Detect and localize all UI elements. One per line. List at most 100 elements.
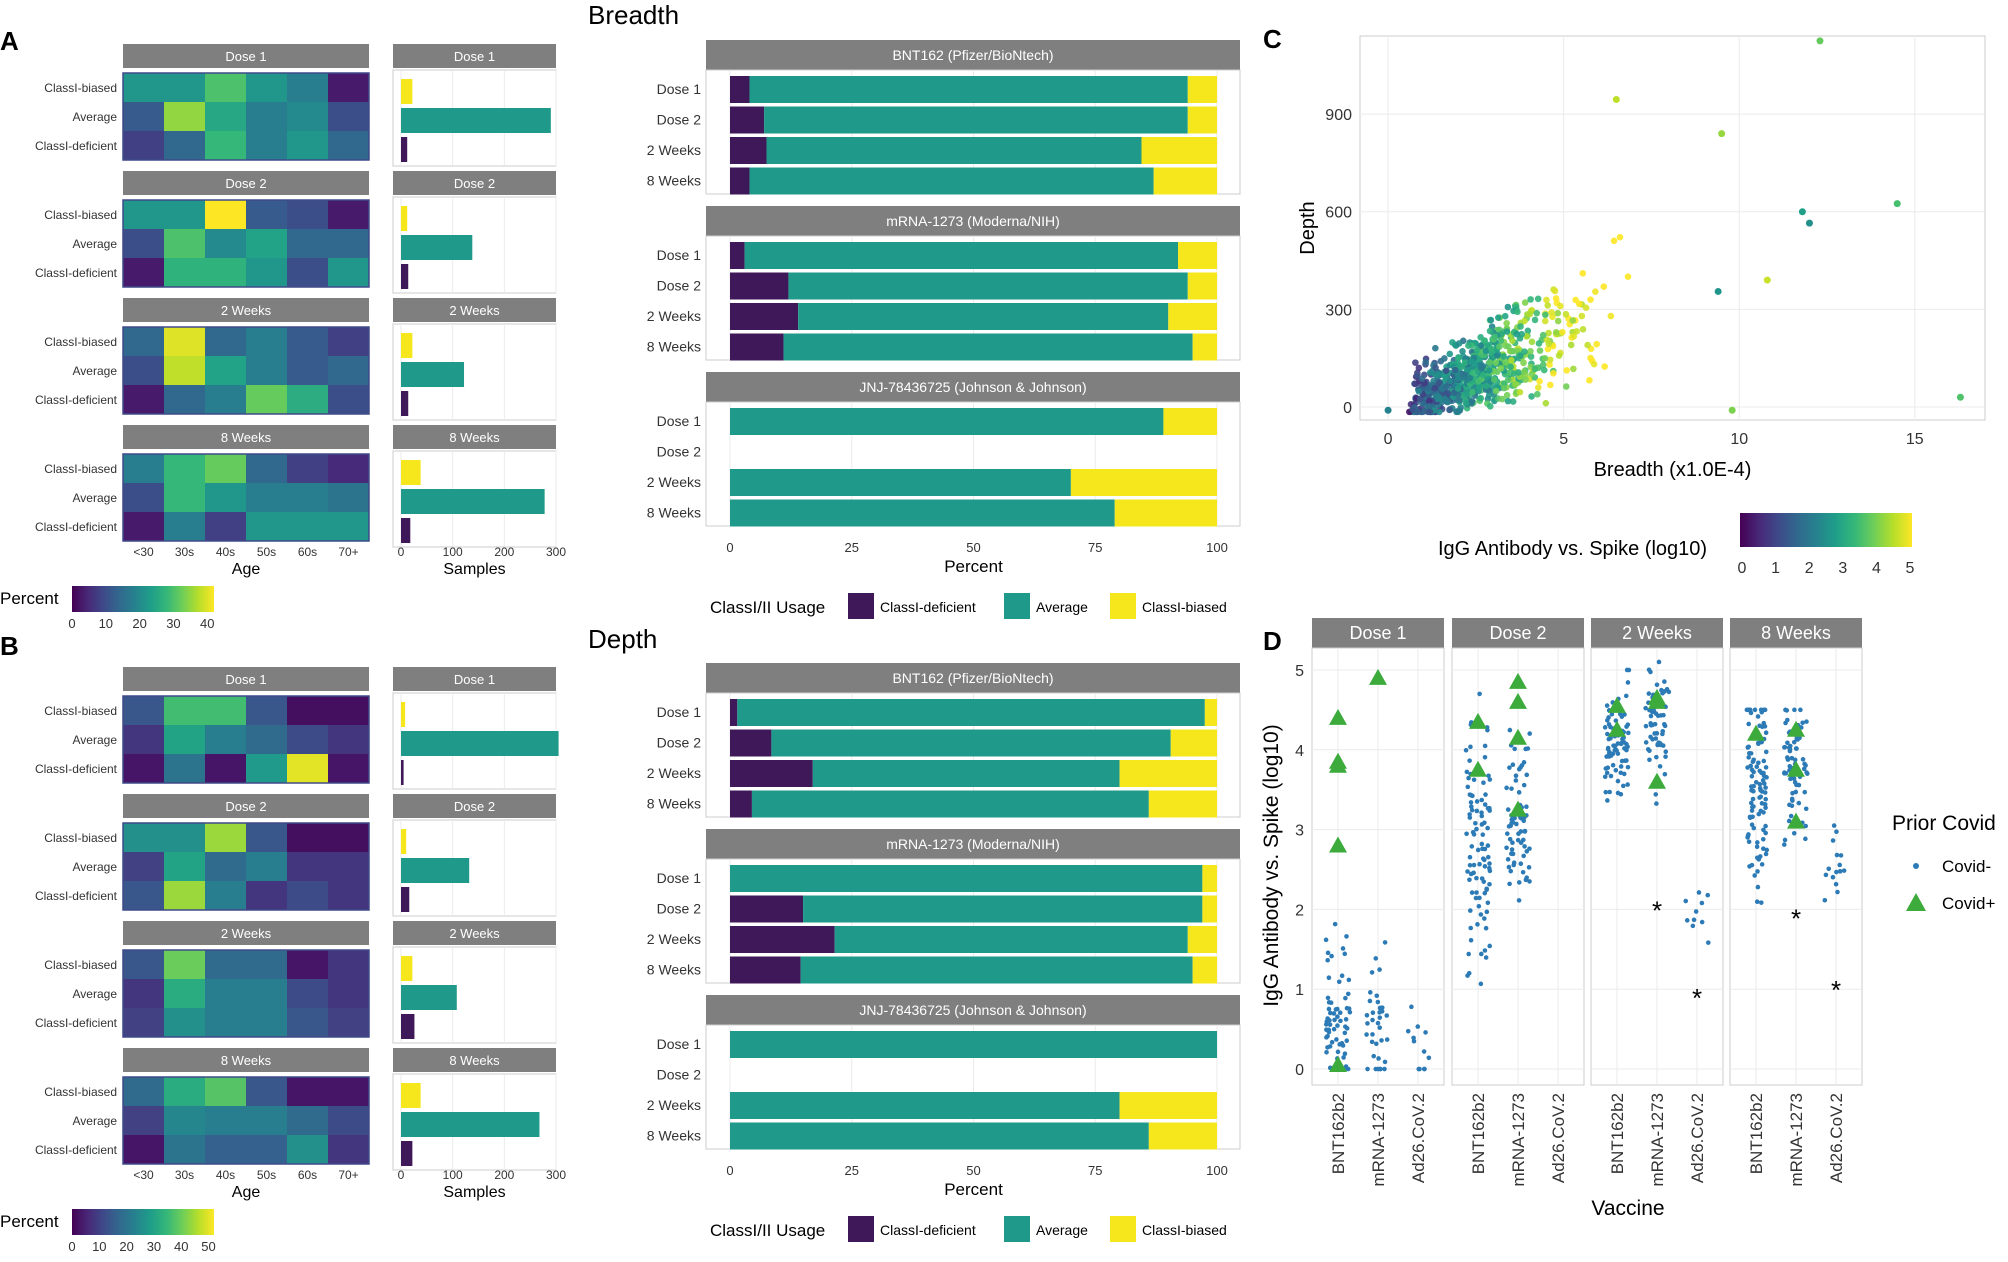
- scatter-point: [1507, 363, 1514, 371]
- dot-covid-negative: [1762, 707, 1768, 713]
- heatmap-cell: [287, 385, 329, 415]
- scatter-point: [1477, 394, 1485, 402]
- scatter-point: [1433, 392, 1441, 400]
- heatmap-cell: [205, 73, 247, 103]
- stacked-bar-segment: [1187, 76, 1217, 103]
- scatter-point: [1541, 355, 1549, 362]
- stacked-bar-segment: [1119, 760, 1217, 787]
- dot-covid-negative: [1794, 746, 1799, 751]
- heatmap-frame: [122, 72, 370, 161]
- dot-covid-negative: [1482, 743, 1488, 749]
- tick-label: 60s: [298, 545, 317, 559]
- scatter-point: [1590, 360, 1598, 368]
- tick-label: 50s: [257, 1168, 276, 1182]
- dot-covid-negative: [1504, 845, 1509, 851]
- dot-covid-negative: [1376, 1056, 1381, 1061]
- row-label: Dose 1: [657, 1036, 702, 1052]
- legend-tick: 30: [147, 1239, 161, 1254]
- heatmap-cell: [328, 73, 370, 103]
- facet-strip: [706, 40, 1240, 70]
- dot-covid-negative: [1624, 724, 1629, 729]
- heatmap-cell: [328, 454, 370, 484]
- tick-label: 0: [1384, 431, 1393, 448]
- dot-covid-negative: [1347, 1009, 1353, 1015]
- heatmap-cell: [328, 483, 370, 513]
- facet-label: JNJ-78436725 (Johnson & Johnson): [859, 379, 1086, 395]
- panel-letter-a: A: [0, 26, 19, 56]
- dot-covid-negative: [1758, 808, 1764, 814]
- facet-strip: [393, 921, 556, 945]
- dot-covid-negative: [1485, 825, 1490, 831]
- heatmap-cell: [328, 356, 370, 386]
- legend-tick: 4: [1872, 560, 1881, 577]
- row-label: Average: [73, 110, 118, 124]
- legend-tick: 10: [92, 1239, 106, 1254]
- tick-label: 40s: [216, 545, 235, 559]
- dot-covid-negative: [1377, 1066, 1383, 1072]
- dot-covid-negative: [1511, 860, 1517, 866]
- dot-covid-negative: [1664, 687, 1670, 692]
- samples-bar: [401, 333, 413, 358]
- dot-covid-negative: [1374, 993, 1380, 999]
- heatmap-cell: [123, 1008, 165, 1038]
- dot-covid-negative: [1485, 843, 1491, 848]
- tick-label: 1: [1295, 982, 1304, 999]
- heatmap-cell: [287, 979, 329, 1009]
- dot-covid-negative: [1619, 740, 1625, 746]
- axis-title: Samples: [443, 1184, 505, 1201]
- tick-label: 4: [1295, 743, 1304, 760]
- dot-covid-negative: [1656, 659, 1662, 665]
- legend-swatch: [1004, 1216, 1030, 1242]
- heatmap-cell: [123, 385, 165, 415]
- triangle-covid-positive: [1329, 756, 1347, 773]
- heatmap-cell: [287, 483, 329, 513]
- scatter-point: [1575, 300, 1583, 308]
- dot-covid-negative: [1755, 884, 1761, 890]
- scatter-point: [1520, 359, 1527, 367]
- dot-covid-negative: [1783, 707, 1788, 713]
- heatmap-cell: [328, 258, 370, 288]
- heatmap-cell: [205, 512, 247, 542]
- scatter-point: [1557, 302, 1564, 310]
- dot-covid-negative: [1841, 868, 1847, 873]
- dot-covid-negative: [1327, 1022, 1333, 1027]
- dot-covid-negative: [1467, 758, 1472, 763]
- dot-covid-negative: [1367, 990, 1373, 995]
- legend-dot: [1913, 863, 1919, 869]
- row-label: ClassI-deficient: [35, 393, 118, 407]
- tick-label: BNT162b2: [1608, 1093, 1627, 1174]
- tick-label: 15: [1906, 431, 1924, 448]
- row-label: ClassI-biased: [44, 1085, 117, 1099]
- dot-covid-negative: [1411, 1038, 1417, 1044]
- triangle-covid-positive: [1469, 760, 1487, 777]
- dot-covid-negative: [1384, 1013, 1390, 1018]
- color-legend-bar: [72, 586, 214, 612]
- dot-covid-negative: [1648, 669, 1653, 675]
- legend-title: ClassI/II Usage: [710, 598, 825, 617]
- dot-covid-negative: [1467, 812, 1472, 817]
- heatmap-cell: [205, 1077, 247, 1107]
- stacked-bar-segment: [730, 137, 767, 164]
- dot-covid-negative: [1602, 725, 1608, 730]
- dot-covid-negative: [1802, 789, 1808, 795]
- heatmap-cell: [328, 979, 370, 1009]
- panel-a-group: Dose 1 ClassI-biased Average ClassI-deficie…: [0, 40, 1241, 631]
- tick-label: 30s: [175, 545, 194, 559]
- scatter-point: [1422, 358, 1430, 366]
- heatmap-cell: [205, 754, 247, 784]
- stacked-bar-segment: [766, 137, 1142, 164]
- triangle-covid-positive: [1747, 724, 1765, 741]
- scatter-point: [1446, 406, 1453, 414]
- heatmap-cell: [123, 979, 165, 1009]
- stacked-bar-segment: [730, 408, 1164, 435]
- dot-covid-negative: [1510, 840, 1515, 846]
- scatter-point: [1527, 296, 1534, 303]
- tick-label: Ad26.CoV.2: [1549, 1093, 1568, 1183]
- dot-covid-negative: [1326, 1000, 1332, 1005]
- dot-covid-negative: [1423, 1030, 1428, 1035]
- dot-covid-negative: [1796, 800, 1802, 806]
- dot-covid-negative: [1505, 807, 1511, 812]
- heatmap-cell: [246, 696, 288, 726]
- scatter-point: [1528, 338, 1536, 346]
- dot-covid-negative: [1615, 751, 1621, 756]
